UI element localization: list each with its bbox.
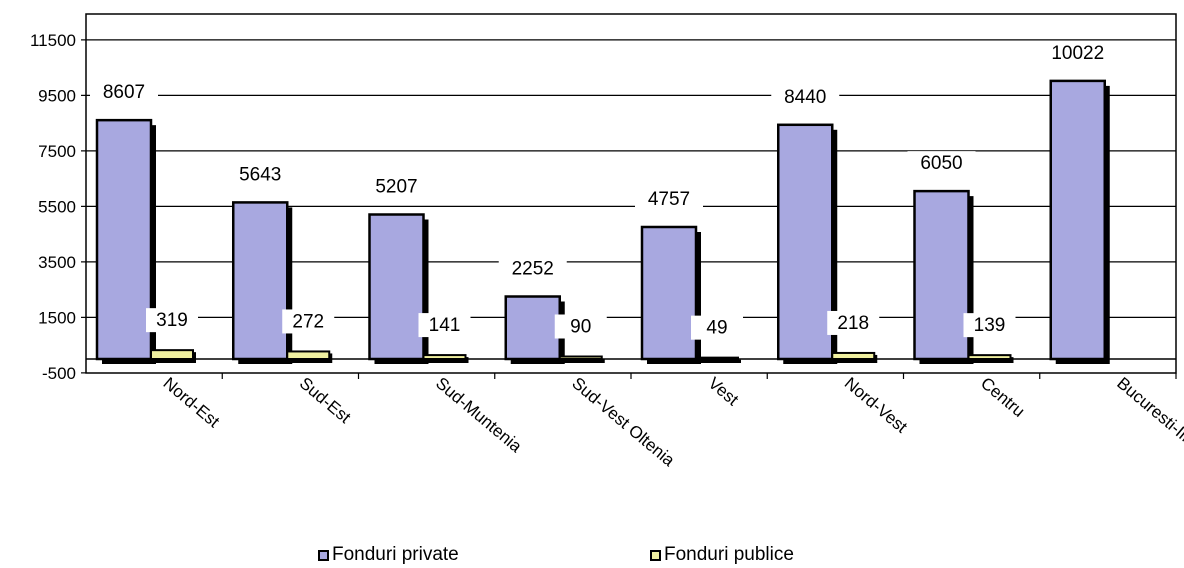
bar-public [150, 349, 194, 360]
data-label-public: 139 [974, 315, 1006, 336]
y-tick-label: 1500 [38, 308, 76, 327]
category-label: Bucuresti-Ilfov [1113, 374, 1184, 458]
bar-public [286, 350, 331, 360]
category-label: Sud-Muntenia [432, 374, 526, 457]
category-label: Sud-Est [296, 374, 355, 428]
bar-public [967, 354, 1012, 361]
y-tick-label: 3500 [38, 253, 76, 272]
data-label-bg [362, 174, 431, 199]
data-label-bg [691, 315, 743, 340]
data-label-bg [226, 162, 295, 187]
data-label-bg [146, 308, 198, 333]
data-label-bg [418, 313, 471, 338]
bar-private [913, 189, 970, 361]
bar-public [558, 355, 603, 361]
data-label-private: 2252 [512, 259, 554, 280]
data-label-private: 4757 [648, 189, 690, 210]
category-label: Centru [977, 374, 1028, 421]
data-label-private: 8607 [103, 82, 145, 103]
category-label: Sud-Vest Oltenia [568, 374, 678, 471]
data-label-bg [90, 80, 158, 105]
data-label-private: 5643 [239, 164, 281, 185]
bar-shadow-public [699, 359, 741, 363]
legend-label-public: Fonduri publice [664, 544, 794, 565]
bar-public [695, 356, 739, 361]
data-label-public: 141 [429, 315, 461, 336]
category-label: Nord-Vest [841, 374, 911, 437]
data-label-public: 49 [706, 318, 727, 339]
data-label-public: 218 [837, 313, 869, 334]
data-label-private: 10022 [1051, 43, 1104, 64]
y-tick-label: 11500 [30, 31, 76, 50]
data-label-private: 5207 [375, 177, 417, 198]
data-label-public: 90 [570, 317, 591, 338]
data-label-bg [282, 309, 335, 334]
data-label-bg [635, 186, 703, 211]
bar-private [95, 118, 153, 361]
data-label-bg [1043, 40, 1112, 65]
data-label-private: 8440 [784, 87, 826, 108]
category-label: Nord-Est [160, 374, 224, 432]
bar-private [1049, 79, 1106, 361]
bar-shadow-public [562, 358, 605, 363]
data-label-public: 319 [156, 310, 188, 331]
data-label-bg [963, 313, 1016, 338]
y-tick-label: 7500 [38, 142, 76, 161]
data-label-bg [771, 84, 840, 109]
bar-private [232, 201, 289, 361]
data-label-bg [827, 310, 880, 335]
legend-swatch-private [318, 549, 329, 561]
bar-shadow-public [971, 357, 1014, 363]
legend-item-public: Fonduri publice [650, 544, 794, 566]
legend-item-private: Fonduri private [318, 544, 459, 566]
y-tick-label: -500 [42, 364, 76, 383]
bar-public [831, 351, 876, 361]
y-tick-label: 9500 [38, 86, 76, 105]
bar-private [777, 123, 834, 361]
bar-shadow-public [426, 357, 469, 363]
data-label-private: 6050 [920, 153, 962, 174]
bar-private [640, 225, 698, 361]
data-label-bg [554, 314, 607, 339]
category-label: Vest [705, 374, 743, 410]
legend-label-private: Fonduri private [332, 544, 459, 565]
data-label-bg [498, 256, 567, 281]
bar-private [504, 295, 561, 361]
legend-swatch-public [650, 549, 661, 561]
bar-private [368, 213, 425, 361]
y-tick-label: 5500 [38, 197, 76, 216]
bar-public [422, 354, 467, 360]
data-label-public: 272 [292, 311, 324, 332]
data-label-bg [907, 151, 976, 176]
